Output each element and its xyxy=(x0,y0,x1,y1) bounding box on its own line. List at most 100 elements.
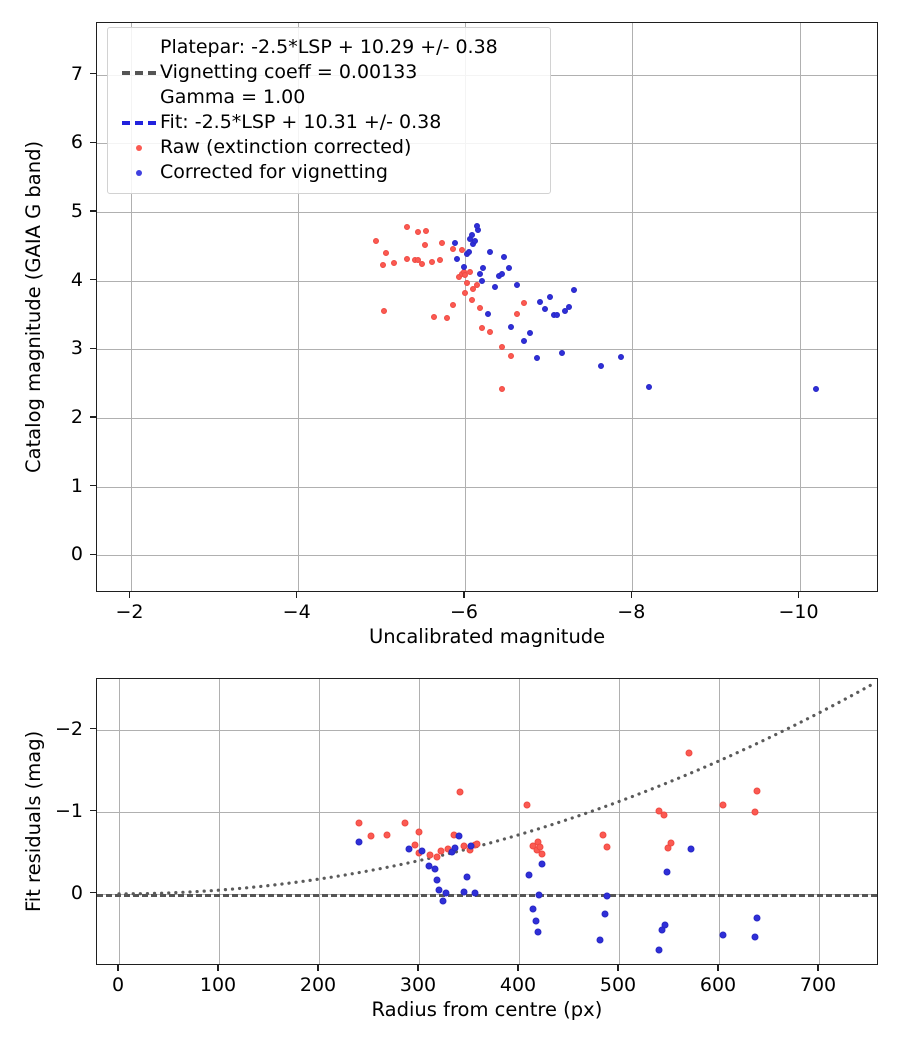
y-tick xyxy=(90,810,96,812)
data-point-raw xyxy=(685,749,693,757)
data-point-corr xyxy=(529,905,537,913)
data-point-raw xyxy=(422,228,429,235)
data-point-corr xyxy=(460,888,468,896)
data-point-corr xyxy=(520,338,527,344)
data-point-corr xyxy=(501,253,508,260)
y-tick-label: 1 xyxy=(70,474,83,497)
data-point-corr xyxy=(505,265,512,272)
y-tick-label: 5 xyxy=(70,199,83,222)
data-point-corr xyxy=(442,889,450,897)
data-point-corr xyxy=(565,303,572,310)
y-tick-label: −2 xyxy=(54,717,83,740)
data-point-raw xyxy=(367,832,375,840)
gridline-horizontal xyxy=(97,486,877,488)
data-point-raw xyxy=(403,224,410,230)
data-point-corr xyxy=(485,310,492,317)
data-point-corr xyxy=(570,287,577,294)
x-tick-label: −4 xyxy=(282,601,311,623)
y-tick-label: 2 xyxy=(70,405,83,428)
legend-label-platepar: Platepar: -2.5*LSP + 10.29 +/- 0.38 xyxy=(160,36,498,58)
y-tick-label: 0 xyxy=(70,881,83,904)
data-point-raw xyxy=(478,324,485,331)
data-point-raw xyxy=(421,241,428,248)
data-point-corr xyxy=(487,248,494,255)
data-point-raw xyxy=(372,237,379,244)
data-point-corr xyxy=(554,311,560,318)
gridline-vertical xyxy=(632,23,634,591)
data-point-raw xyxy=(431,313,438,320)
x-tick-label: −8 xyxy=(617,601,646,623)
data-point-raw xyxy=(437,847,445,855)
x-tick-label: −6 xyxy=(449,601,479,623)
data-point-raw xyxy=(751,808,759,816)
vignetting-curve xyxy=(117,681,877,896)
data-point-raw xyxy=(415,256,422,263)
data-point-corr xyxy=(492,283,499,290)
data-point-corr xyxy=(478,277,485,284)
data-point-corr xyxy=(753,914,761,922)
axis-label-radius-from-centre: Radius from centre (px) xyxy=(371,998,603,1021)
y-tick xyxy=(90,347,96,349)
x-tick xyxy=(817,965,819,971)
data-point-raw xyxy=(520,299,527,306)
data-point-raw xyxy=(473,282,480,289)
legend-entry-platepar: Platepar: -2.5*LSP + 10.29 +/- 0.38 Vign… xyxy=(118,35,540,110)
gridline-vertical xyxy=(799,23,801,591)
gridline-vertical xyxy=(119,679,120,964)
data-point-corr xyxy=(559,350,565,357)
gridline-horizontal xyxy=(97,417,877,419)
gridline-vertical xyxy=(130,23,132,591)
x-tick xyxy=(117,965,119,971)
data-point-corr xyxy=(596,936,604,944)
y-tick-label: 6 xyxy=(70,131,83,154)
data-point-raw xyxy=(411,841,419,849)
data-point-corr xyxy=(480,264,487,271)
data-point-raw xyxy=(599,831,607,839)
data-point-corr xyxy=(439,897,447,905)
data-point-corr xyxy=(617,353,624,360)
data-point-corr xyxy=(405,845,413,853)
gridline-vertical xyxy=(519,679,520,964)
data-point-corr xyxy=(461,263,468,270)
red-dot-icon xyxy=(118,144,160,151)
x-tick-label: 600 xyxy=(699,974,737,996)
data-point-raw xyxy=(473,840,481,848)
y-tick xyxy=(90,72,96,75)
y-tick-label: 4 xyxy=(70,268,83,291)
data-point-raw xyxy=(508,353,514,360)
data-point-corr xyxy=(418,847,426,855)
data-point-corr xyxy=(433,876,441,884)
x-tick xyxy=(617,965,619,971)
dashed-blue-line-icon xyxy=(118,120,160,125)
x-tick xyxy=(317,965,319,971)
data-point-raw xyxy=(436,256,443,263)
legend-label-raw: Raw (extinction corrected) xyxy=(160,136,412,158)
data-point-corr xyxy=(538,860,546,868)
data-point-corr xyxy=(661,921,669,929)
legend-label-vignetting-coeff: Vignetting coeff = 0.00133 xyxy=(160,61,418,83)
y-tick-label: 0 xyxy=(70,543,83,566)
data-point-raw xyxy=(439,239,446,246)
data-point-raw xyxy=(655,807,663,815)
data-point-corr xyxy=(527,329,534,336)
data-point-corr xyxy=(452,239,458,246)
data-point-raw xyxy=(667,839,675,847)
gridline-horizontal xyxy=(97,349,877,351)
data-point-corr xyxy=(646,384,652,390)
y-tick-label: 7 xyxy=(70,62,83,85)
data-point-raw xyxy=(603,843,611,851)
data-point-raw xyxy=(463,279,470,286)
x-tick xyxy=(296,592,298,598)
x-tick xyxy=(630,592,632,598)
x-tick-label: −10 xyxy=(778,601,819,623)
x-tick-label: 100 xyxy=(199,974,237,996)
data-point-corr xyxy=(431,865,439,873)
data-point-corr xyxy=(655,946,663,954)
data-point-raw xyxy=(456,788,464,796)
data-point-raw xyxy=(380,262,386,269)
gridline-vertical xyxy=(619,679,620,964)
gridline-horizontal xyxy=(97,811,877,813)
data-point-raw xyxy=(498,344,505,351)
gridline-horizontal xyxy=(97,555,877,557)
gridline-vertical xyxy=(819,679,820,964)
